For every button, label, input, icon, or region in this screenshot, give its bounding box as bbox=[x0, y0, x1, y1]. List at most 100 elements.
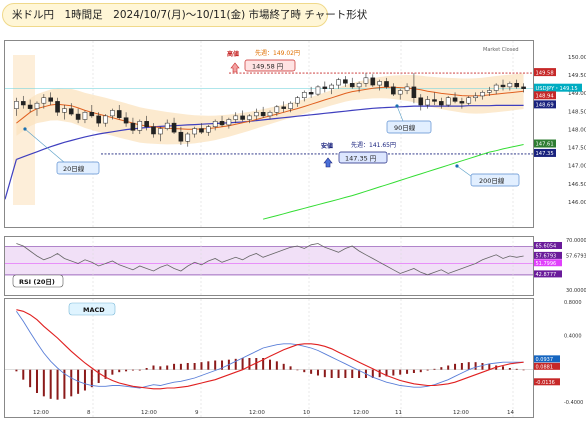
rsi-panel: RSI (20日) bbox=[4, 236, 534, 296]
macd-histogram-bar bbox=[159, 366, 162, 370]
bollinger-band bbox=[16, 73, 524, 145]
macd-tag-label: 0.0881 bbox=[536, 364, 554, 370]
macd-histogram-bar bbox=[15, 369, 18, 372]
candle-body-down bbox=[349, 83, 355, 88]
candle bbox=[466, 95, 472, 105]
macd-histogram-bar bbox=[131, 369, 134, 371]
macd-histogram-bar bbox=[118, 369, 121, 373]
candle bbox=[315, 85, 321, 96]
candle bbox=[226, 117, 232, 129]
chart-header: 米ドル円 1時間足 2024/10/7(月)～10/11(金) 市場終了時 チャ… bbox=[0, 0, 586, 32]
candle-body-down bbox=[75, 113, 81, 120]
macd-label: MACD bbox=[83, 306, 105, 314]
price-tag bbox=[534, 83, 582, 92]
candle bbox=[185, 132, 191, 147]
rsi-chart[interactable]: RSI (20日) bbox=[5, 237, 533, 295]
rsi-tag-label: 57.6793 bbox=[536, 253, 557, 259]
price-tick: 147.00 bbox=[568, 164, 586, 170]
candle bbox=[260, 106, 266, 118]
macd-histogram-bar bbox=[419, 369, 422, 373]
candle bbox=[41, 94, 47, 109]
price-tag bbox=[534, 100, 556, 109]
ma90-dot bbox=[395, 104, 399, 108]
macd-histogram-bar bbox=[447, 365, 450, 370]
price-tag-label: 147.35 bbox=[536, 151, 554, 157]
macd-histogram-bar bbox=[221, 360, 224, 370]
candle bbox=[199, 123, 204, 134]
candle bbox=[356, 81, 362, 93]
ma200-label-box bbox=[470, 173, 520, 187]
candle bbox=[158, 126, 163, 142]
candle-body-up bbox=[288, 102, 293, 109]
price-tag bbox=[534, 148, 556, 157]
rsi-label: RSI (20日) bbox=[19, 278, 55, 286]
price-axis: 150.00 149.50 149.00 148.50 148.00 147.50 147.… bbox=[534, 55, 586, 206]
rsi-line bbox=[16, 243, 524, 276]
price-tag-label: 147.61 bbox=[536, 142, 554, 148]
candle-body-down bbox=[452, 97, 458, 102]
macd-histogram-bar bbox=[344, 369, 347, 378]
macd-histogram-bar bbox=[440, 367, 443, 370]
macd-histogram-bar bbox=[454, 363, 457, 370]
candle bbox=[110, 108, 115, 120]
ma90-leader bbox=[396, 105, 404, 122]
price-panel: Market Closed 高値 先週：149.02円 149.58 円安値 先週：14… bbox=[4, 40, 534, 228]
candle-body-up bbox=[110, 110, 115, 117]
candle bbox=[253, 108, 259, 120]
macd-histogram-bar bbox=[269, 359, 271, 370]
macd-histogram-bar bbox=[241, 358, 244, 370]
candle bbox=[233, 112, 239, 124]
candle-body-up bbox=[507, 83, 513, 88]
macd-histogram-bar bbox=[138, 369, 141, 371]
candle-body-down bbox=[322, 86, 328, 89]
macd-line bbox=[16, 309, 524, 390]
x-tick: 12:00 bbox=[33, 410, 49, 416]
low-value: 147.35 円 bbox=[345, 155, 376, 163]
candle bbox=[432, 92, 437, 105]
candle-body-up bbox=[493, 84, 499, 91]
macd-chart[interactable]: MACD 12:00 8 12:00 9 12:00 10 12:00 11 12:00 14 bbox=[5, 299, 533, 417]
macd-histogram-bar bbox=[90, 369, 93, 388]
candle bbox=[480, 90, 485, 100]
price-tick: 148.00 bbox=[568, 127, 586, 133]
chart-title: 米ドル円 1時間足 2024/10/7(月)～10/11(金) 市場終了時 チャ… bbox=[12, 9, 368, 21]
candle-body-up bbox=[336, 79, 341, 86]
price-chart[interactable]: Market Closed 高値 先週：149.02円 149.58 円安値 先週：14… bbox=[5, 41, 533, 227]
candle-body-down bbox=[55, 101, 60, 113]
macd-histogram-bar bbox=[289, 366, 292, 370]
candle bbox=[62, 105, 67, 120]
price-tick: 147.50 bbox=[568, 146, 586, 152]
candle bbox=[55, 97, 60, 116]
macd-histogram-bar bbox=[214, 360, 217, 370]
macd-histogram-bar bbox=[316, 369, 319, 376]
candle-body-down bbox=[260, 112, 266, 117]
candle-body-down bbox=[418, 97, 424, 106]
candle bbox=[96, 112, 101, 127]
macd-histogram-bar bbox=[145, 368, 148, 370]
candle-body-down bbox=[391, 86, 396, 95]
x-tick: 8 bbox=[87, 410, 91, 416]
candle-body-up bbox=[356, 83, 362, 88]
macd-histogram-bar bbox=[508, 368, 511, 370]
candle bbox=[123, 112, 129, 127]
macd-histogram-bar bbox=[282, 363, 285, 370]
candle bbox=[288, 101, 293, 113]
macd-tick: 0.4000 bbox=[564, 333, 582, 339]
candle bbox=[178, 126, 184, 145]
candle bbox=[34, 101, 40, 116]
candle-body-down bbox=[439, 101, 444, 106]
rsi-tag bbox=[534, 259, 562, 267]
macd-histogram-bar bbox=[460, 363, 463, 370]
candle bbox=[404, 83, 410, 95]
macd-histogram-bar bbox=[378, 369, 381, 378]
macd-histogram-bar bbox=[474, 362, 477, 370]
candle bbox=[487, 86, 492, 96]
title-pill bbox=[2, 3, 328, 27]
macd-histogram-bar bbox=[467, 362, 470, 370]
candle-body-down bbox=[343, 79, 348, 84]
candle-body-down bbox=[123, 117, 129, 124]
price-tick: 150.00 bbox=[568, 55, 586, 61]
candle-body-down bbox=[171, 122, 177, 133]
macd-histogram-bar bbox=[310, 369, 313, 374]
macd-histogram-bar bbox=[255, 358, 258, 370]
